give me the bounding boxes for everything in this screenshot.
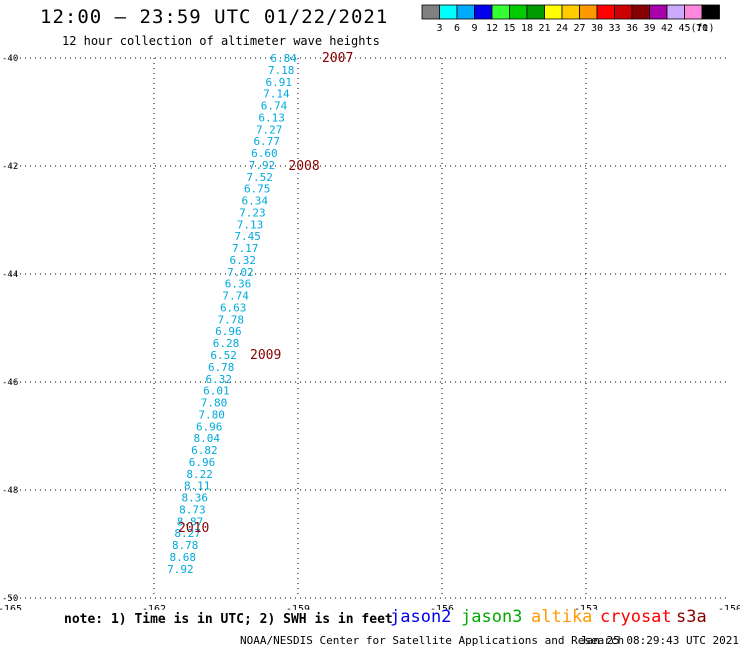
legend-tick-label: 18 xyxy=(521,23,533,34)
wave-height-label: 7.14 xyxy=(263,88,290,101)
wave-height-label: 7.74 xyxy=(222,290,249,303)
wave-height-label: 8.04 xyxy=(194,432,221,445)
y-tick-label: -48 xyxy=(2,486,18,496)
y-tick-label: -44 xyxy=(2,270,18,280)
time-label: 2008 xyxy=(288,159,319,174)
wave-height-label: 6.36 xyxy=(225,278,252,291)
wave-height-label: 6.32 xyxy=(230,254,257,267)
x-tick-label: -153 xyxy=(574,604,598,610)
legend-tick-label: 30 xyxy=(591,23,603,34)
satellite-label-jason2: jason2 xyxy=(390,607,452,627)
y-tick-label: -40 xyxy=(2,54,18,64)
wave-height-label: 6.75 xyxy=(244,183,271,196)
legend-tick-label: 42 xyxy=(661,23,673,34)
wave-height-label: 6.60 xyxy=(251,147,278,160)
wave-height-label: 7.78 xyxy=(218,313,245,326)
wave-height-label: 7.27 xyxy=(256,123,283,136)
wave-height-label: 6.34 xyxy=(242,195,269,208)
wave-height-label: 7.18 xyxy=(268,64,295,77)
legend-tick-label: 33 xyxy=(608,23,620,34)
x-tick-label: -165 xyxy=(0,604,22,610)
wave-height-label: 6.63 xyxy=(220,301,247,314)
time-label: 2010 xyxy=(178,521,209,536)
legend-tick-label: 45 xyxy=(678,23,690,34)
wave-height-label: 8.27 xyxy=(174,527,201,540)
wave-height-label: 6.91 xyxy=(266,76,293,89)
wave-height-label: 6.96 xyxy=(196,420,223,433)
wave-height-label: 6.74 xyxy=(261,100,288,113)
legend-tick-label: 9 xyxy=(471,23,477,34)
legend-tick-label: 39 xyxy=(643,23,655,34)
wave-height-label: 8.11 xyxy=(184,480,211,493)
wave-height-label: 7.13 xyxy=(237,218,264,231)
wave-height-label: 8.68 xyxy=(170,551,197,564)
wave-height-label: 7.02 xyxy=(227,266,254,279)
wave-height-label: 8.78 xyxy=(172,539,199,552)
legend-tick-label: 27 xyxy=(573,23,585,34)
satellite-label-cryosat: cryosat xyxy=(600,607,672,627)
wave-height-label: 8.22 xyxy=(186,468,213,481)
legend-tick-label: 15 xyxy=(503,23,515,34)
wave-height-label: 7.23 xyxy=(239,206,266,219)
x-tick-label: -159 xyxy=(286,604,310,610)
wave-height-label: 6.96 xyxy=(215,325,242,338)
page-subtitle: 12 hour collection of altimeter wave hei… xyxy=(62,34,380,48)
wave-height-label: 7.80 xyxy=(198,408,225,421)
units-note: note: 1) Time is in UTC; 2) SWH is in fe… xyxy=(64,612,393,627)
legend-tick-label: 36 xyxy=(626,23,638,34)
wave-height-label: 7.52 xyxy=(246,171,273,184)
legend-unit-label: (ft) xyxy=(690,23,714,34)
y-tick-label: -42 xyxy=(2,162,18,172)
legend-tick-label: 6 xyxy=(454,23,460,34)
wave-height-label: 6.77 xyxy=(254,135,281,148)
wave-height-label: 8.73 xyxy=(179,503,206,516)
wave-height-label: 6.32 xyxy=(206,373,233,386)
legend-tick-label: 21 xyxy=(538,23,550,34)
satellite-label-jason3: jason3 xyxy=(461,607,523,627)
satellite-label-s3a: s3a xyxy=(676,607,707,627)
wave-height-label: 7.92 xyxy=(249,159,276,172)
footer-timestamp: Jan 25 08:29:43 UTC 2021 xyxy=(580,634,739,647)
wave-height-label: 6.82 xyxy=(191,444,218,457)
satellite-label-altika: altika xyxy=(531,607,593,627)
x-tick-label: -150 xyxy=(718,604,740,610)
legend-tick-label: 24 xyxy=(556,23,568,34)
wave-height-label: 7.17 xyxy=(232,242,259,255)
wave-height-label: 6.01 xyxy=(203,385,230,398)
wave-height-label: 7.80 xyxy=(201,397,228,410)
wave-height-label: 6.96 xyxy=(189,456,216,469)
wave-height-label: 7.45 xyxy=(234,230,261,243)
wave-height-label: 8.87 xyxy=(177,515,204,528)
wave-height-label: 7.92 xyxy=(167,563,194,576)
time-label: 2009 xyxy=(250,348,281,363)
legend-swatch xyxy=(701,4,720,20)
wave-height-label: 6.28 xyxy=(213,337,240,350)
legend-tick-label: 12 xyxy=(486,23,498,34)
wave-height-plot: -165 -162 -159 -156 -153 -150 -40 -42 -44 -46 -48 -… xyxy=(0,51,740,610)
x-tick-label: -162 xyxy=(142,604,166,610)
time-label: 2007 xyxy=(322,51,353,66)
footer-credit: NOAA/NESDIS Center for Satellite Applica… xyxy=(240,634,625,647)
wave-height-label: 8.36 xyxy=(182,492,209,505)
wave-height-label: 6.84 xyxy=(270,52,297,65)
wave-height-label: 6.13 xyxy=(258,111,285,124)
legend-tick-label: 70 xyxy=(696,23,708,34)
wave-height-label: 6.78 xyxy=(208,361,235,374)
y-tick-label: -50 xyxy=(2,594,18,604)
color-legend: 3 6 9 12 15 18 21 24 27 30 33 36 39 42 45 70(ft) xyxy=(421,4,720,34)
x-tick-label: -156 xyxy=(430,604,454,610)
wave-height-label: 6.52 xyxy=(210,349,237,362)
legend-tick-label: 3 xyxy=(436,23,442,34)
y-tick-label: -46 xyxy=(2,378,18,388)
page-title: 12:00 – 23:59 UTC 01/22/2021 xyxy=(40,6,389,28)
